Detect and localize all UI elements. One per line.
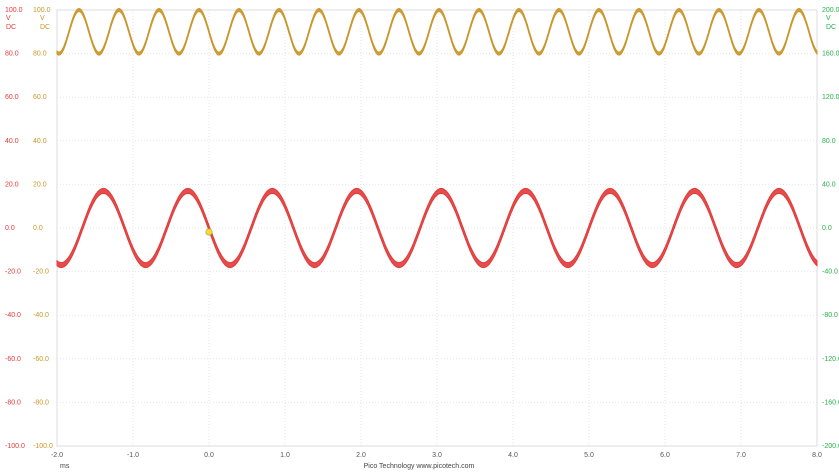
- coupling-label-axis-a: DC: [6, 24, 16, 31]
- tick-label-axis-b: 40.0: [33, 138, 47, 145]
- tick-label-x: 0.0: [204, 452, 214, 459]
- tick-label-axis-a: -80.0: [5, 399, 21, 406]
- tick-label-axis-a: -20.0: [5, 269, 21, 276]
- grid: [56, 9, 818, 447]
- tick-label-axis-c: -160.0: [822, 399, 839, 406]
- trigger-marker: [205, 228, 213, 236]
- tick-label-x: 7.0: [736, 452, 746, 459]
- tick-label-axis-c: -40.0: [822, 269, 838, 276]
- tick-label-axis-b: -40.0: [33, 312, 49, 319]
- tick-label-x: 2.0: [356, 452, 366, 459]
- tick-label-axis-c: 80.0: [822, 138, 836, 145]
- tick-label-x: -2.0: [51, 452, 63, 459]
- tick-label-axis-a: 0.0: [5, 225, 15, 232]
- tick-label-x: 3.0: [432, 452, 442, 459]
- tick-label-x: -1.0: [127, 452, 139, 459]
- tick-label-axis-b: -20.0: [33, 269, 49, 276]
- tick-label-axis-a: -100.0: [5, 443, 25, 450]
- tick-label-axis-c: 200.0: [822, 7, 839, 14]
- right-axis-ticks: 200.0 160.0 120.0 80.0 40.0 0.0 -40.0 -80.0 -120…: [822, 7, 839, 450]
- tick-label-axis-b: 100.0: [33, 7, 51, 14]
- axis-headers: V DC V DC V DC: [6, 15, 836, 31]
- tick-label-x: 6.0: [660, 452, 670, 459]
- tick-label-axis-a: 100.0: [5, 7, 23, 14]
- tick-label-axis-a: 60.0: [5, 94, 19, 101]
- tick-label-axis-b: 0.0: [33, 225, 43, 232]
- unit-label-axis-c: V: [826, 15, 831, 22]
- tick-label-axis-a: -40.0: [5, 312, 21, 319]
- tick-label-axis-b: -80.0: [33, 399, 49, 406]
- tick-label-x: 8.0: [812, 452, 822, 459]
- left-axis-ticks: 100.0 100.0 80.0 80.0 60.0 60.0 40.0 40.0 20.0 20…: [5, 7, 53, 450]
- tick-label-axis-c: -200.0: [822, 443, 839, 450]
- tick-label-axis-c: 160.0: [822, 51, 839, 58]
- tick-label-axis-b: 20.0: [33, 181, 47, 188]
- tick-label-x: 4.0: [508, 452, 518, 459]
- tick-label-axis-c: -80.0: [822, 312, 838, 319]
- coupling-label-axis-c: DC: [826, 24, 836, 31]
- tick-label-axis-c: -120.0: [822, 356, 839, 363]
- x-axis-ticks: -2.0 -1.0 0.0 1.0 2.0 3.0 4.0 5.0 6.0 7.0 8.0: [51, 452, 822, 459]
- tick-label-x: 5.0: [584, 452, 594, 459]
- tick-label-axis-a: 20.0: [5, 181, 19, 188]
- unit-label-axis-a: V: [6, 15, 11, 22]
- coupling-label-axis-b: DC: [40, 24, 50, 31]
- tick-label-axis-c: 0.0: [822, 225, 832, 232]
- tick-label-axis-c: 120.0: [822, 94, 839, 101]
- tick-label-axis-c: 40.0: [822, 181, 836, 188]
- tick-label-axis-b: -100.0: [33, 443, 53, 450]
- brand-footer: Pico Technology www.picotech.com: [364, 463, 475, 470]
- unit-label-axis-b: V: [40, 15, 45, 22]
- time-unit-label: ms: [60, 463, 70, 470]
- tick-label-axis-a: 40.0: [5, 138, 19, 145]
- tick-label-axis-b: -60.0: [33, 356, 49, 363]
- tick-label-axis-b: 60.0: [33, 94, 47, 101]
- trace-B: [56, 7, 818, 56]
- tick-label-axis-a: 80.0: [5, 51, 19, 58]
- tick-label-axis-b: 80.0: [33, 51, 47, 58]
- tick-label-axis-a: -60.0: [5, 356, 21, 363]
- tick-label-x: 1.0: [280, 452, 290, 459]
- traces: [56, 7, 818, 269]
- trace-A: [56, 187, 818, 269]
